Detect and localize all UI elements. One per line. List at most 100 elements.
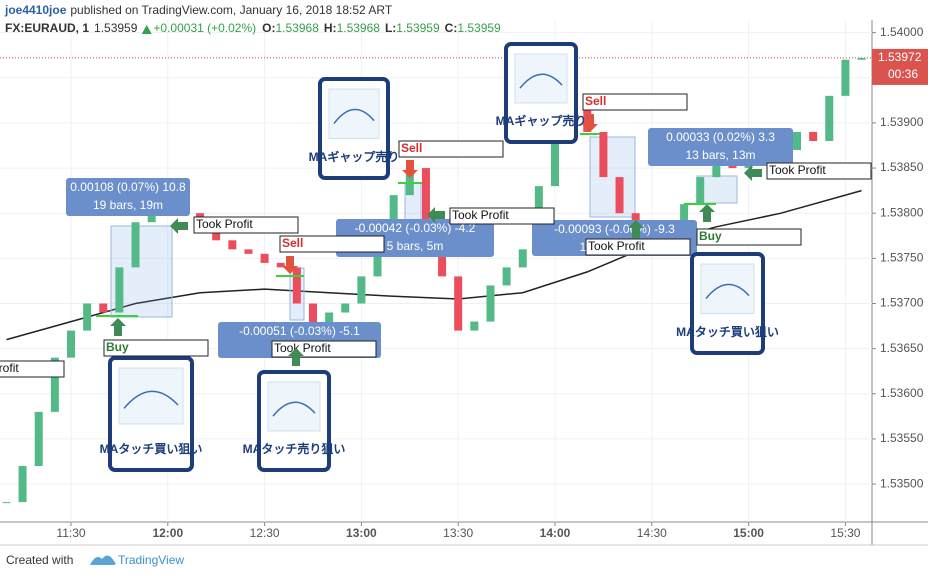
measure-text: 5 bars, 5m [387, 239, 444, 253]
high: 1.53968 [337, 21, 381, 35]
thumbnail-caption: MAギャップ売り [496, 113, 587, 128]
candle [680, 204, 689, 223]
candle [341, 303, 350, 313]
x-tick-label: 12:00 [152, 526, 183, 540]
y-tick-label: 1.54000 [880, 25, 924, 39]
published: published on TradingView.com, January 16… [70, 3, 392, 17]
trade-label: Took Profit [196, 217, 253, 231]
candle [357, 276, 366, 304]
trade-label: Buy [106, 340, 129, 354]
thumbnail-image [700, 263, 755, 314]
thumbnail-caption: MAギャップ売り [309, 149, 400, 164]
candle [631, 213, 640, 223]
y-tick-label: 1.53650 [880, 341, 924, 355]
candle [809, 131, 818, 141]
arrow [699, 204, 715, 222]
candle [793, 131, 802, 151]
label-box [582, 93, 688, 111]
candle [244, 249, 253, 254]
candle [308, 303, 317, 331]
plot-area: 0.00108 (0.07%) 10.8 19 bars, 19m -0.00051… [0, 20, 872, 522]
measure-text: 13 bars, 13m [685, 148, 755, 162]
candle [825, 95, 834, 141]
o-label: O: [262, 21, 275, 35]
candle [34, 411, 43, 467]
x-tick-label: 14:30 [637, 526, 667, 540]
x-tick-label: 13:30 [443, 526, 473, 540]
change: +0.00031 (+0.02%) [153, 21, 256, 35]
candle [18, 466, 27, 503]
measure-text: 19 bars, 19m [93, 198, 163, 212]
thumbnail-caption: MAタッチ買い狙い [676, 325, 779, 339]
x-tick-label: 12:30 [250, 526, 280, 540]
footer-brand[interactable]: TradingView [118, 553, 184, 567]
arrow [288, 348, 304, 366]
countdown: 00:36 [888, 67, 918, 81]
y-tick-label: 1.53550 [880, 431, 924, 445]
up-triangle [141, 25, 152, 34]
measure-box [66, 178, 190, 216]
candle [421, 168, 430, 223]
thumbnail-image [514, 53, 568, 104]
trade-label: Took Profit [274, 341, 331, 355]
header-line-1: joe4410joe published on TradingView.com, … [4, 3, 393, 17]
candle [857, 57, 866, 60]
arrow [110, 318, 126, 336]
trade-label: Took Profit [452, 208, 509, 222]
candle [696, 177, 705, 205]
header-line-2: FX:EURAUD, 1 1.53959 +0.00031 (+0.02%) O:1.… [5, 21, 501, 35]
l-label: L: [385, 21, 396, 35]
axes: 1.53500 1.53550 1.53600 1.53650 1.53700 1.537… [56, 25, 928, 540]
x-tick-label: 13:00 [346, 526, 377, 540]
x-tick-label: 15:30 [830, 526, 860, 540]
h-label: H: [324, 21, 337, 35]
thumbnail-drawing [333, 108, 375, 125]
price-tag [872, 48, 928, 85]
thumbnail-caption: MAタッチ売り狙い [243, 441, 346, 456]
candle [66, 330, 75, 358]
label-box [696, 228, 802, 246]
y-tick-label: 1.53750 [880, 251, 924, 265]
candle [712, 159, 721, 178]
x-tick-label: 14:00 [540, 526, 571, 540]
candle [292, 267, 301, 304]
candle [486, 285, 495, 322]
user[interactable]: joe4410joe [4, 3, 67, 17]
label-box [279, 235, 385, 253]
candle [260, 253, 269, 263]
range-highlight [589, 136, 636, 218]
candle [502, 267, 511, 286]
candle [551, 131, 560, 187]
label-box [585, 238, 691, 256]
candle [276, 262, 285, 268]
label-box [103, 339, 209, 357]
y-tick-label: 1.53500 [880, 476, 924, 490]
measure-box [648, 128, 793, 166]
low: 1.53959 [396, 21, 440, 35]
candle [841, 59, 850, 96]
label-box [449, 207, 555, 225]
candle [615, 177, 624, 214]
candle [405, 168, 414, 196]
candle [228, 240, 237, 250]
candle [83, 303, 92, 331]
candle [599, 131, 608, 178]
trade-label: Took Profit [588, 239, 645, 253]
x-tick-label: 15:00 [733, 526, 764, 540]
candle [50, 357, 59, 412]
thumbnail-drawing [123, 390, 179, 409]
trade-label: Took Profit [0, 361, 19, 375]
trade-label: Took Profit [769, 163, 826, 177]
thumbnail-image [328, 88, 380, 139]
y-tick-label: 1.53800 [880, 205, 924, 219]
last: 1.53959 [94, 21, 138, 35]
x-tick-label: 11:30 [56, 526, 85, 540]
candle [115, 267, 124, 313]
thumbnail-image [118, 367, 184, 425]
arrow [282, 256, 298, 274]
thumbnail-caption: MAタッチ買い狙い [100, 442, 203, 456]
y-tick-label: 1.53900 [880, 115, 924, 129]
thumbnail-drawing [272, 401, 316, 417]
candle [454, 276, 463, 331]
